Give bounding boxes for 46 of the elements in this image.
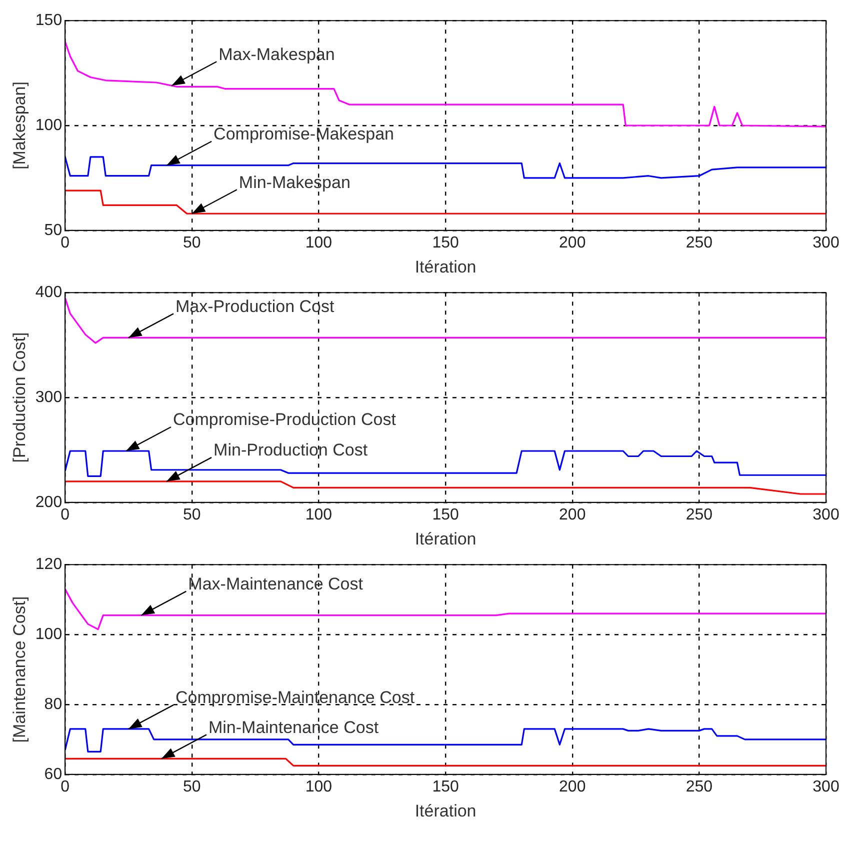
y-tick-label: 300 — [35, 388, 62, 406]
y-tick-label: 400 — [35, 284, 62, 302]
x-tick-label: 150 — [432, 506, 459, 524]
y-tick-label: 150 — [35, 12, 62, 30]
annotation: Min-Maintenance Cost — [208, 718, 379, 737]
annotation: Max-Makespan — [218, 44, 335, 64]
annotation: Compromise-Production Cost — [172, 410, 396, 430]
annotation: Min-Production Cost — [214, 440, 368, 460]
x-tick-label: 50 — [183, 234, 201, 252]
y-axis-title: [Maintenance Cost] — [10, 596, 29, 743]
x-tick-label: 100 — [305, 506, 332, 524]
x-tick-label: 50 — [183, 778, 201, 796]
x-tick-label: 250 — [686, 778, 713, 796]
x-tick-label: 0 — [60, 778, 70, 796]
annotation: Min-Makespan — [238, 172, 350, 192]
annotation: Compromise-Makespan — [214, 124, 394, 144]
x-tick-label: 200 — [559, 234, 586, 252]
x-tick-label: 300 — [812, 778, 840, 796]
y-tick-label: 50 — [44, 222, 62, 239]
x-tick-label: 250 — [686, 234, 713, 252]
x-axis-title: Itération — [414, 529, 476, 548]
y-axis-title: [Makespan] — [10, 82, 29, 170]
x-tick-label: 200 — [559, 778, 586, 796]
x-axis-title: Itération — [414, 801, 476, 820]
annotation: Max-Production Cost — [176, 296, 335, 316]
annotation: Max-Maintenance Cost — [188, 574, 364, 594]
x-tick-label: 150 — [432, 778, 459, 796]
x-tick-label: 100 — [305, 778, 332, 796]
annotation: Compromise-Maintenance Cost — [176, 688, 415, 708]
x-tick-label: 0 — [60, 234, 70, 252]
y-axis-title: [Production Cost] — [10, 332, 29, 463]
y-tick-label: 100 — [35, 626, 62, 643]
x-axis-title: Itération — [414, 257, 476, 276]
x-tick-label: 50 — [183, 506, 201, 524]
y-tick-label: 100 — [35, 116, 62, 134]
x-tick-label: 200 — [559, 506, 586, 524]
y-tick-label: 60 — [44, 766, 62, 783]
y-tick-label: 120 — [35, 556, 62, 574]
y-tick-label: 200 — [35, 494, 62, 511]
x-tick-label: 250 — [686, 506, 713, 524]
y-tick-label: 80 — [44, 696, 62, 713]
x-tick-label: 0 — [60, 506, 70, 524]
x-tick-label: 150 — [432, 234, 459, 252]
x-tick-label: 100 — [305, 234, 332, 252]
x-tick-label: 300 — [812, 506, 840, 524]
x-tick-label: 300 — [812, 234, 840, 252]
